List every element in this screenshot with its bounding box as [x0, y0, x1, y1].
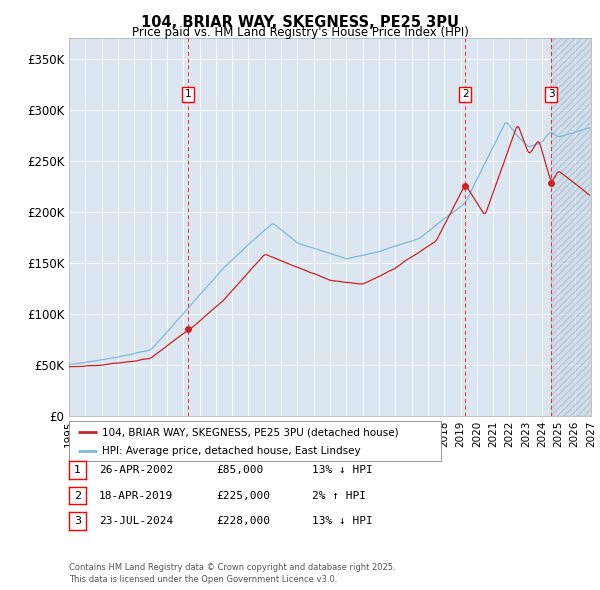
Text: £228,000: £228,000 [216, 516, 270, 526]
Text: 2: 2 [462, 90, 469, 100]
Bar [551, 38, 591, 416]
Text: 3: 3 [548, 90, 554, 100]
Text: 2: 2 [74, 491, 81, 500]
Text: 13% ↓ HPI: 13% ↓ HPI [312, 466, 373, 475]
Text: 104, BRIAR WAY, SKEGNESS, PE25 3PU: 104, BRIAR WAY, SKEGNESS, PE25 3PU [141, 15, 459, 30]
Text: 18-APR-2019: 18-APR-2019 [99, 491, 173, 500]
Text: Contains HM Land Registry data © Crown copyright and database right 2025.
This d: Contains HM Land Registry data © Crown c… [69, 563, 395, 584]
Text: £85,000: £85,000 [216, 466, 263, 475]
Text: £225,000: £225,000 [216, 491, 270, 500]
Text: HPI: Average price, detached house, East Lindsey: HPI: Average price, detached house, East… [103, 447, 361, 456]
Text: Price paid vs. HM Land Registry's House Price Index (HPI): Price paid vs. HM Land Registry's House … [131, 26, 469, 39]
Text: 1: 1 [74, 466, 81, 475]
Text: 23-JUL-2024: 23-JUL-2024 [99, 516, 173, 526]
Text: 3: 3 [74, 516, 81, 526]
Text: 2% ↑ HPI: 2% ↑ HPI [312, 491, 366, 500]
Text: 26-APR-2002: 26-APR-2002 [99, 466, 173, 475]
Text: 104, BRIAR WAY, SKEGNESS, PE25 3PU (detached house): 104, BRIAR WAY, SKEGNESS, PE25 3PU (deta… [103, 428, 399, 438]
Text: 13% ↓ HPI: 13% ↓ HPI [312, 516, 373, 526]
Text: 1: 1 [185, 90, 192, 100]
